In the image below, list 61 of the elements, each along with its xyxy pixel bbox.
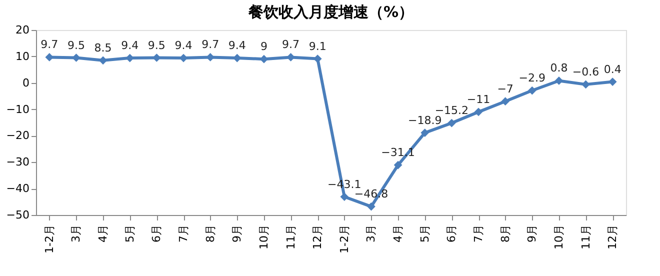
x-tick-label: 10月 — [257, 224, 270, 250]
point — [474, 108, 483, 116]
chart-title: 餐饮收入月度增速（%） — [247, 3, 414, 21]
x-tick-label: 4月 — [392, 224, 405, 242]
point — [582, 80, 590, 89]
point — [501, 97, 510, 106]
data-label: 0.8 — [550, 62, 568, 75]
data-label: 9.5 — [148, 38, 166, 52]
x-tick-label: 1-2月 — [338, 224, 351, 254]
data-label: 9 — [260, 40, 268, 54]
y-tick-label: −40 — [6, 182, 30, 196]
x-tick-label: 12月 — [311, 224, 324, 250]
point — [528, 86, 536, 95]
x-tick-label: 8月 — [498, 224, 512, 242]
x-tick-label: 11月 — [579, 224, 592, 250]
x-tick-label: 10月 — [552, 224, 566, 250]
y-tick-label: 0 — [22, 76, 30, 90]
point — [394, 160, 402, 170]
x-tick-label: 5月 — [123, 224, 136, 242]
data-label: 9.4 — [228, 39, 246, 52]
data-label: −2.9 — [518, 72, 546, 85]
x-tick-label: 3月 — [364, 224, 378, 242]
point — [608, 78, 617, 86]
point — [554, 76, 564, 85]
data-label: 9.4 — [121, 39, 139, 52]
data-label: 9.4 — [174, 39, 192, 52]
data-label: 9.5 — [67, 38, 85, 52]
y-tick-label: −50 — [6, 208, 30, 222]
x-tick-label: 9月 — [230, 224, 244, 242]
point — [340, 192, 349, 201]
point — [286, 53, 295, 62]
y-tick-label: −10 — [6, 102, 30, 116]
y-tick-label: 10 — [16, 50, 30, 63]
x-tick-label: 5月 — [418, 224, 432, 242]
data-label: 9.7 — [40, 38, 58, 52]
y-tick-label: 20 — [16, 24, 30, 36]
data-label: −7 — [497, 82, 514, 96]
x-tick-label: 6月 — [445, 224, 458, 242]
x-tick-label: 7月 — [472, 224, 485, 242]
y-tick-label: −20 — [6, 129, 30, 142]
data-label: −11 — [466, 92, 490, 106]
point — [448, 118, 456, 128]
x-tick-label: 4月 — [96, 224, 110, 242]
data-label: 0.4 — [604, 62, 622, 76]
point — [420, 128, 430, 137]
y-tick-label: −30 — [6, 156, 30, 169]
point — [367, 202, 376, 211]
x-tick-label: 6月 — [150, 224, 164, 242]
x-tick-label: 7月 — [177, 224, 190, 242]
point — [72, 54, 80, 62]
x-tick-label: 12月 — [606, 224, 620, 250]
data-label: 9.1 — [308, 40, 326, 53]
x-tick-label: 8月 — [204, 224, 217, 242]
data-label: 9.7 — [282, 38, 300, 52]
x-tick-label: 11月 — [284, 224, 298, 250]
data-label: 9.7 — [202, 38, 220, 52]
x-tick-label: 1-2月 — [42, 224, 56, 254]
data-label: 8.5 — [94, 41, 112, 54]
data-label: −0.6 — [572, 65, 600, 78]
x-tick-label: 9月 — [526, 224, 539, 242]
x-tick-label: 3月 — [70, 224, 83, 242]
